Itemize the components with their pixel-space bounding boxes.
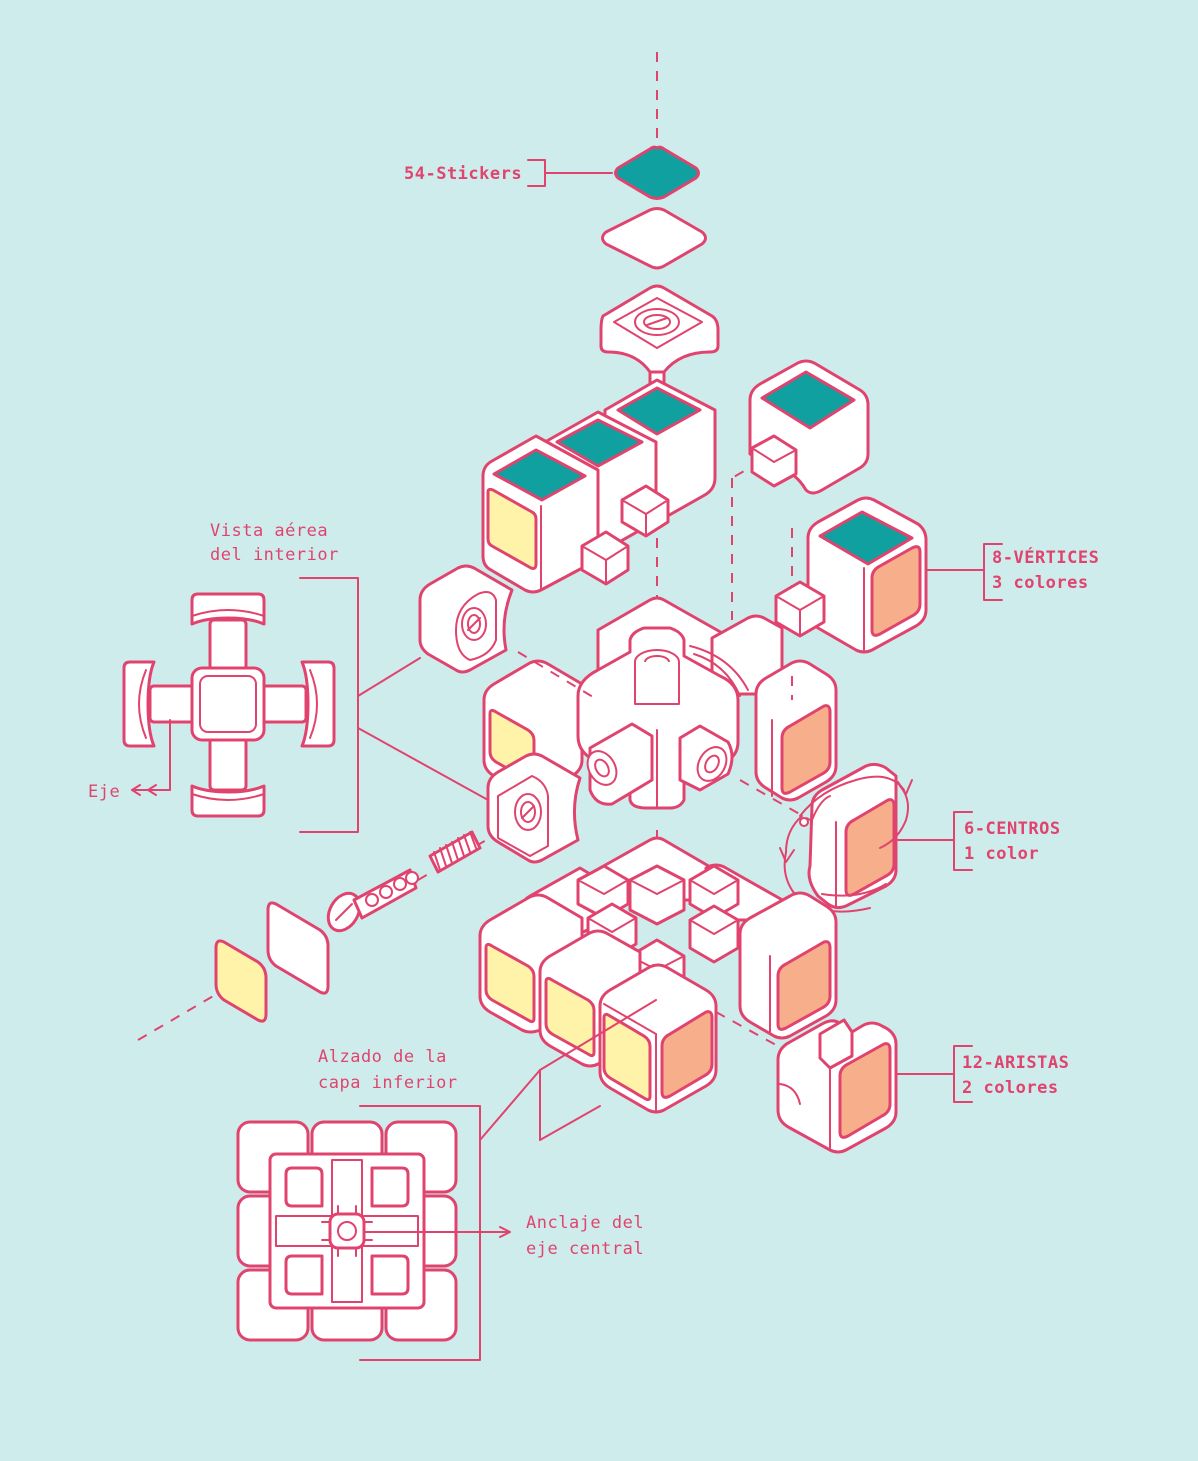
edge-piece-top-right	[748, 359, 870, 495]
sticker-teal-top	[614, 145, 700, 200]
label-vista-line1: Vista aérea	[210, 521, 328, 541]
mid-dash-right	[739, 779, 811, 821]
sticker-yellow-side	[214, 939, 268, 1023]
label-alzado-line1: Alzado de la	[318, 1047, 447, 1067]
label-stickers: 54-Stickers	[404, 164, 522, 184]
label-alzado-line2: capa inferior	[318, 1073, 458, 1093]
aerial-view-cross	[122, 592, 336, 818]
top-row-cubes	[481, 378, 717, 594]
callout-vista	[299, 577, 489, 833]
vertex-corner-piece	[774, 496, 928, 654]
sticker-white-side	[266, 901, 330, 995]
mid-dash-left	[517, 651, 599, 701]
callout-anclaje	[363, 1226, 511, 1238]
rotating-center-piece	[779, 762, 913, 913]
label-anclaje-line1: Anclaje del	[526, 1213, 644, 1233]
bottom-layer	[478, 836, 838, 1114]
screw-dash-1	[137, 994, 216, 1041]
bottom-layer-plan	[236, 1120, 458, 1342]
callout-centros	[897, 811, 973, 871]
center-piece-lower	[486, 752, 582, 864]
screw	[326, 868, 419, 933]
label-vertices-line1: 8-VÉRTICES	[992, 546, 1099, 568]
eje-arrow-head	[131, 784, 141, 796]
label-aristas-line1: 12-ARISTAS	[962, 1053, 1069, 1073]
label-aristas-line2: 2 colores	[962, 1078, 1059, 1098]
middle-layer	[482, 596, 838, 810]
label-eje: Eje	[88, 782, 120, 802]
label-centros-line2: 1 color	[964, 844, 1039, 864]
spring	[428, 830, 482, 874]
label-vista-line2: del interior	[210, 545, 339, 565]
callout-stickers	[527, 159, 613, 187]
label-anclaje-line2: eje central	[526, 1239, 644, 1259]
label-vertices-line2: 3 colores	[992, 573, 1089, 593]
callout-aristas	[895, 1045, 973, 1103]
center-cap-piece	[599, 284, 720, 403]
edge-piece-bottom-right	[776, 1018, 898, 1154]
screw-dash-3	[417, 871, 433, 881]
center-piece-upper	[418, 564, 514, 674]
sticker-base-white	[601, 207, 707, 270]
label-centros-line1: 6-CENTROS	[964, 819, 1061, 839]
callout-vertices	[925, 543, 1003, 601]
